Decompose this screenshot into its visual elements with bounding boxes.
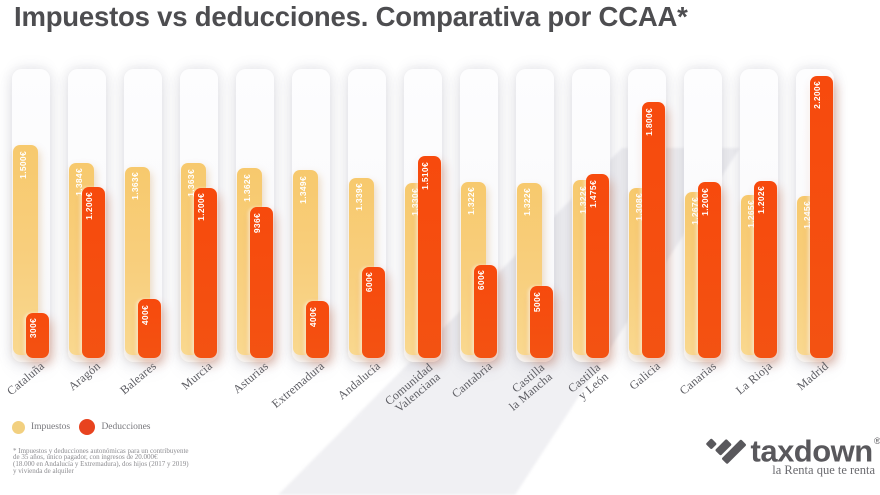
svg-text:®: ® [874,436,880,446]
svg-text:taxdown: taxdown [751,434,873,469]
